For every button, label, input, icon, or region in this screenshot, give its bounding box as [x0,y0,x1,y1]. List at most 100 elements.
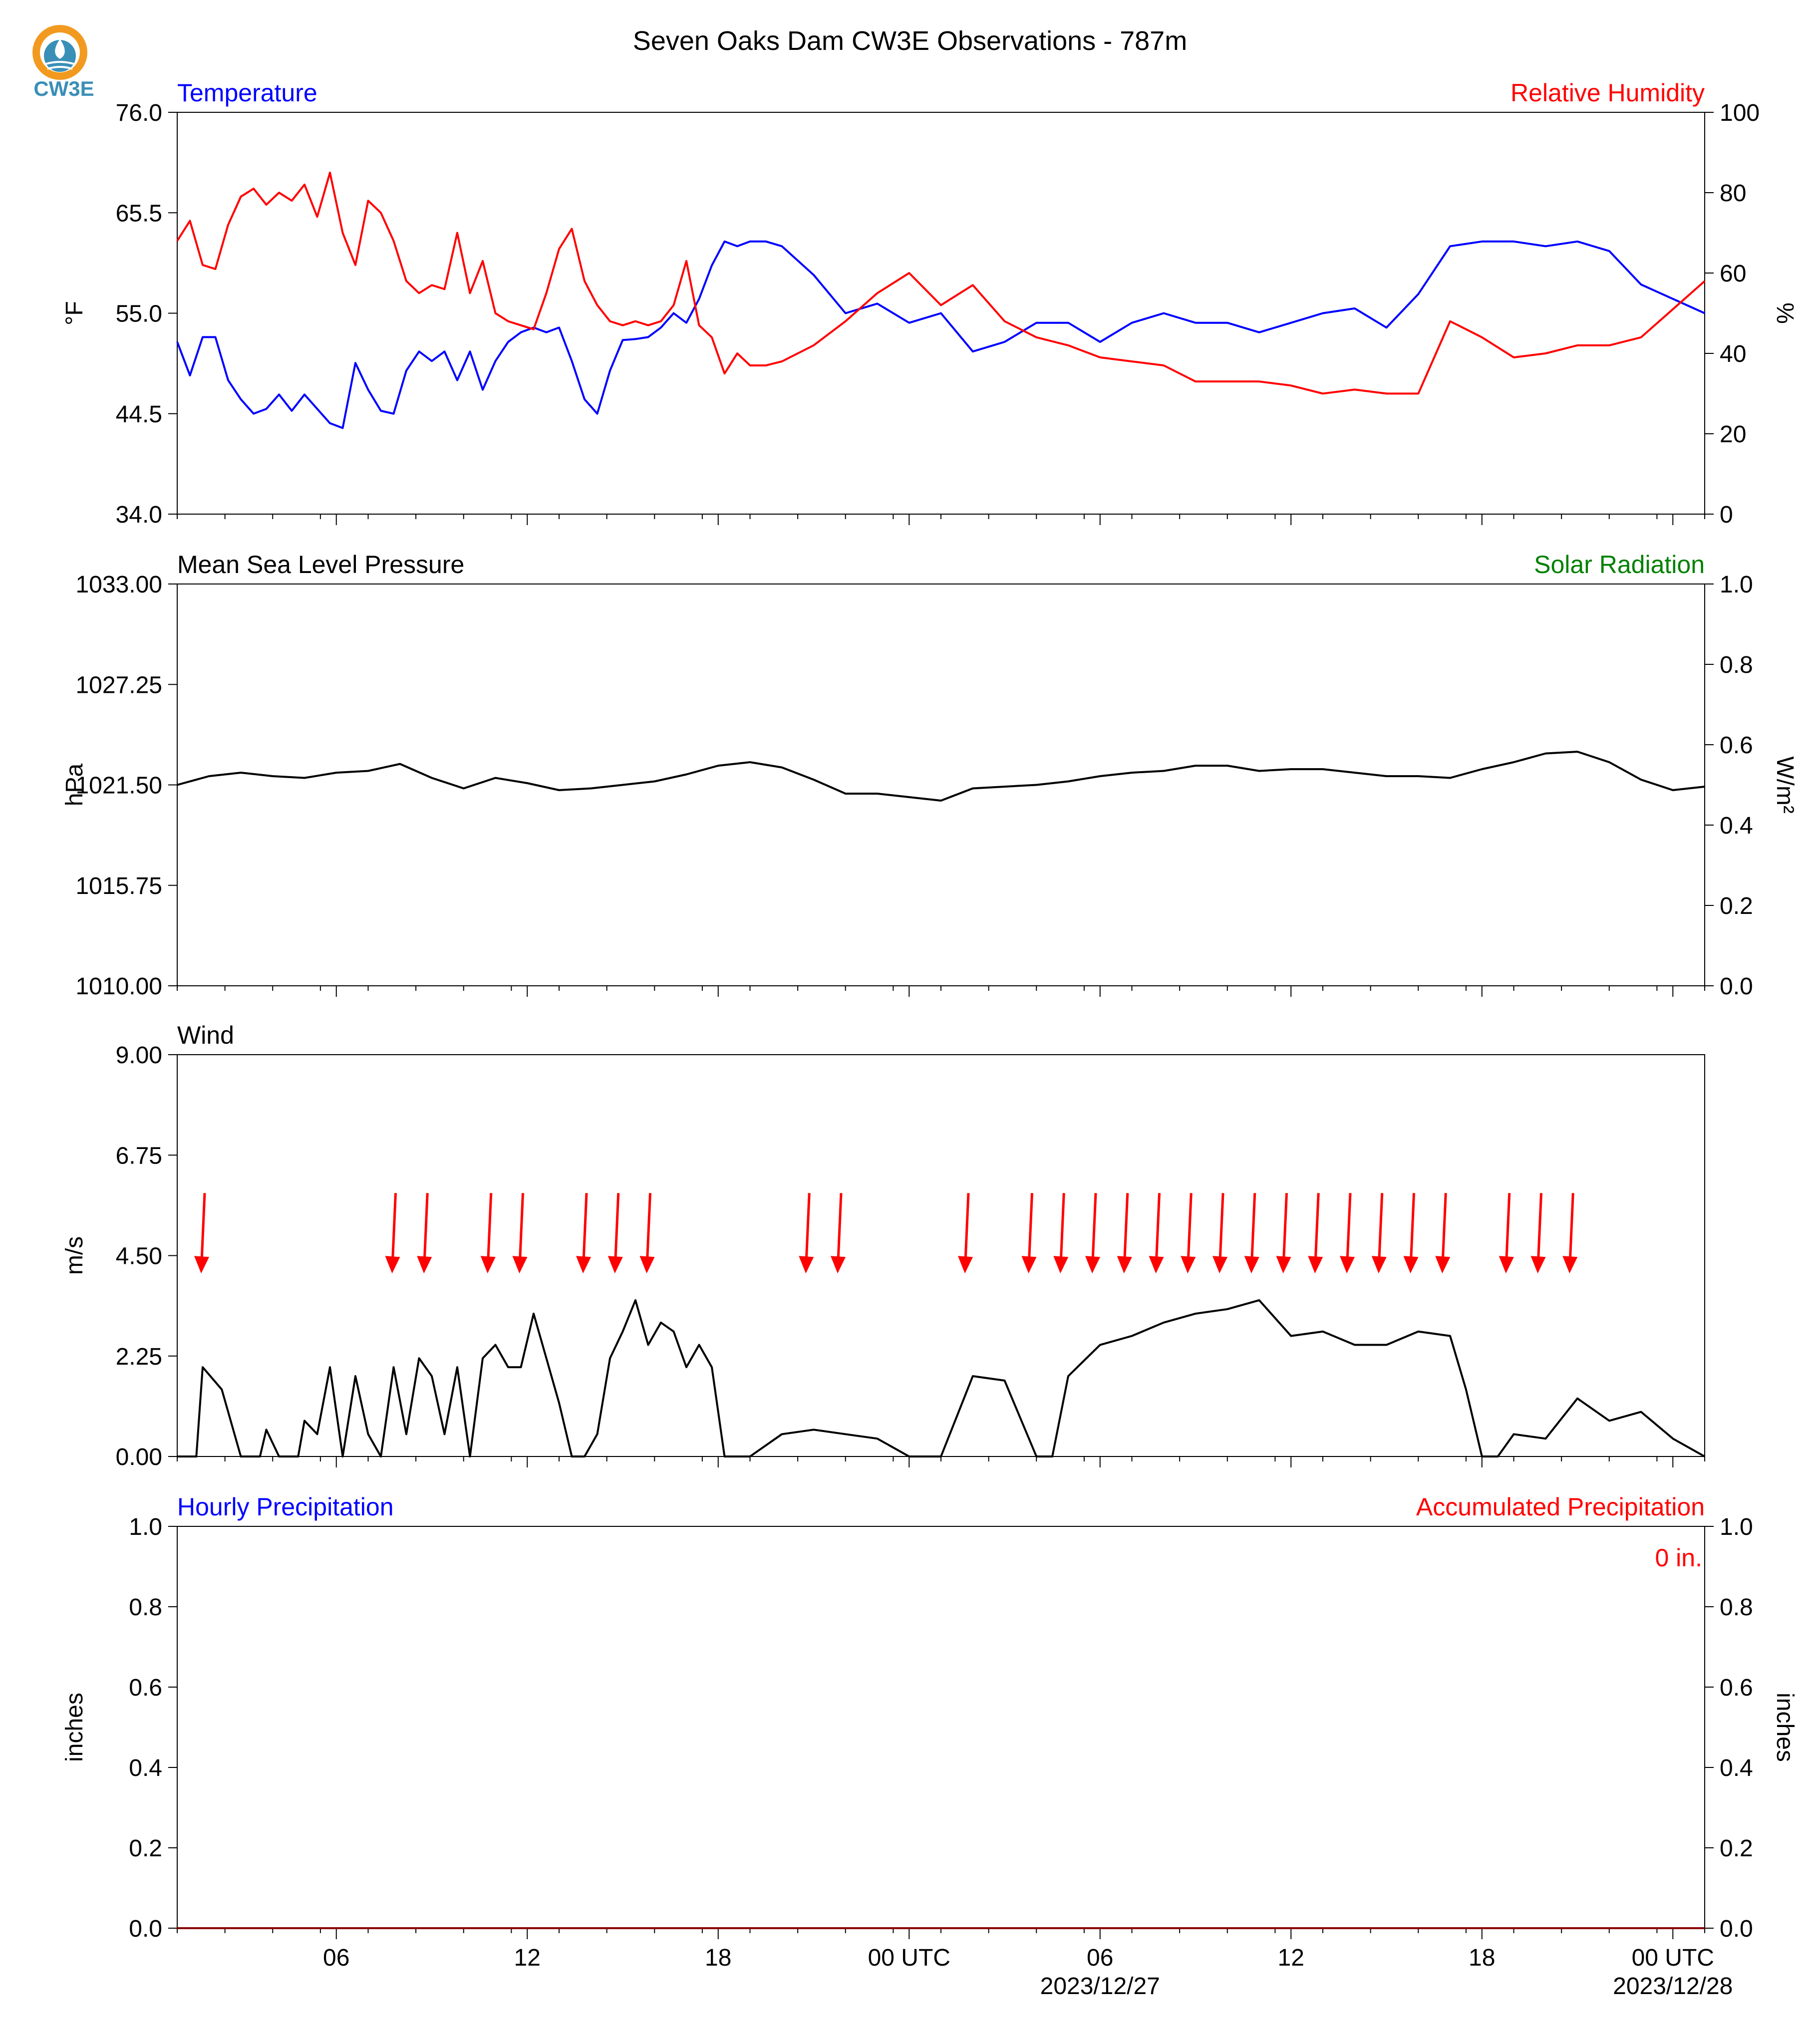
wind-arrow-head [958,1256,973,1274]
right-tick-label: 0.0 [1720,973,1753,1000]
left-tick-label: 1033.00 [75,572,162,598]
wind-arrow-shaft [1028,1193,1033,1261]
accumulated-value-label: 0 in. [1655,1544,1702,1572]
x-tick-label: 00 UTC [868,1945,950,1971]
wind-arrow-head [639,1256,655,1274]
x-tick-label: 06 [1087,1945,1113,1971]
left-tick-label: 44.5 [116,401,162,428]
wind-arrow-head [1053,1256,1069,1274]
wind-arrow-head [831,1256,846,1274]
left-tick-label: 34.0 [116,502,162,528]
wind-arrow-head [1308,1256,1323,1274]
wind-arrow-shaft [614,1193,620,1261]
wind-arrow-shaft [519,1193,524,1261]
right-tick-label: 0.4 [1720,813,1753,839]
wind-arrow-head [1213,1256,1227,1274]
series-line-wind [177,1299,1705,1457]
left-tick-label: 6.75 [116,1143,162,1169]
right-tick-label: 40 [1720,341,1746,367]
x-date-label: 2023/12/27 [1040,1973,1160,2000]
wind-arrow-shaft [1568,1193,1574,1261]
right-tick-label: 0.6 [1720,732,1753,759]
panel-right-title: Relative Humidity [1511,79,1705,107]
y-axis-title-right: W/m² [1772,756,1798,814]
wind-arrow-head [1371,1256,1387,1274]
panel-left-title: Hourly Precipitation [177,1493,394,1521]
right-tick-label: 100 [1720,100,1760,126]
y-axis-title-left: hPa [61,763,88,806]
wind-arrow-head [607,1256,623,1274]
left-tick-label: 2.25 [116,1344,162,1370]
left-tick-label: 0.8 [129,1594,162,1621]
x-date-label: 2023/12/28 [1613,1973,1733,2000]
wind-arrow-head [1149,1256,1164,1274]
right-tick-label: 0.6 [1720,1675,1753,1701]
left-tick-label: 1.0 [129,1514,162,1540]
x-tick-label: 18 [1469,1945,1495,1971]
right-tick-label: 0.0 [1720,1916,1753,1942]
wind-arrow-head [1021,1256,1037,1274]
right-tick-label: 1.0 [1720,572,1753,598]
left-tick-label: 1027.25 [75,672,162,698]
wind-arrow-shaft [487,1193,493,1261]
panel-right-title: Solar Radiation [1534,551,1705,579]
right-tick-label: 0.4 [1720,1755,1753,1781]
wind-arrow-head [417,1256,432,1274]
panel-left-title: Mean Sea Level Pressure [177,551,464,579]
plot-frame [177,1526,1705,1929]
panel-right-title: Accumulated Precipitation [1416,1493,1705,1521]
wind-arrow-head [385,1256,400,1274]
wind-arrow-head [1117,1256,1132,1274]
right-tick-label: 0.2 [1720,1835,1753,1862]
y-axis-title-right: % [1772,302,1798,324]
wind-arrow-shaft [1282,1193,1288,1261]
wind-arrow-head [194,1256,209,1274]
left-tick-label: 1015.75 [75,873,162,899]
left-tick-label: 0.4 [129,1755,162,1781]
wind-arrow-head [1085,1256,1100,1274]
x-tick-label: 12 [514,1945,541,1971]
right-tick-label: 0 [1720,502,1733,528]
wind-arrow-shaft [1346,1193,1352,1261]
wind-arrow-shaft [837,1193,843,1261]
right-tick-label: 0.8 [1720,1594,1753,1621]
wind-arrow-shaft [200,1193,206,1261]
x-tick-label: 00 UTC [1632,1945,1714,1971]
left-tick-label: 4.50 [116,1243,162,1270]
wind-arrow-head [1244,1256,1259,1274]
wind-arrow-shaft [1187,1193,1193,1261]
wind-arrow-shaft [1059,1193,1065,1261]
wind-arrow-shaft [1123,1193,1129,1261]
wind-arrow-shaft [391,1193,397,1261]
wind-arrow-shaft [1091,1193,1097,1261]
series-line-relative-humidity [176,171,1706,395]
wind-arrow-shaft [964,1193,970,1261]
wind-arrow-shaft [1537,1193,1542,1261]
right-tick-label: 1.0 [1720,1514,1753,1540]
panel-left-title: Temperature [177,79,317,107]
right-tick-label: 60 [1720,261,1746,287]
wind-arrow-head [1530,1256,1546,1274]
right-tick-label: 0.2 [1720,893,1753,919]
wind-arrow-shaft [582,1193,588,1261]
panel-temperature-humidity: 76.0 65.5 55.0 44.5 34.0 100 80 60 40 20 0 Temperat… [61,79,1798,528]
wind-arrow-head [799,1256,814,1274]
left-tick-label: 76.0 [116,100,162,126]
wind-arrow-head [1562,1256,1578,1274]
wind-arrow-shaft [1218,1193,1224,1261]
y-axis-title-left: °F [61,301,88,325]
left-tick-label: 55.0 [116,301,162,327]
plot-frame [177,583,1705,986]
wind-arrow-head [512,1256,528,1274]
wind-arrow-shaft [646,1193,651,1261]
wind-arrow-shaft [1250,1193,1256,1261]
panel-left-title: Wind [177,1021,234,1049]
left-tick-label: 9.00 [116,1042,162,1069]
right-tick-label: 20 [1720,421,1746,448]
wind-arrow-head [1276,1256,1291,1274]
left-tick-label: 0.0 [129,1916,162,1942]
left-tick-label: 0.6 [129,1675,162,1701]
wind-arrow-shaft [1155,1193,1161,1261]
left-tick-label: 1021.50 [75,773,162,799]
